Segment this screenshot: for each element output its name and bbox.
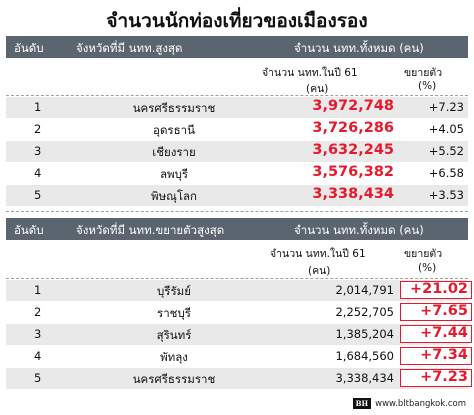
rank-cell: 1 [34, 283, 42, 297]
growth-cell: +21.02 [409, 281, 468, 297]
rank-cell: 5 [34, 188, 42, 202]
province-cell: พิษณุโลก [150, 189, 198, 203]
count-cell: 3,576,382 [312, 164, 394, 180]
divider [6, 95, 468, 96]
table-row: 5 พิษณุโลก 3,338,434 +3.53 [6, 185, 468, 206]
table-row: 1 บุรีรัมย์ 2,014,791 +21.02 [6, 280, 472, 301]
sub-count-label: จำนวน นทท.ในปี 61 [270, 248, 366, 260]
count-cell: 3,972,748 [312, 98, 394, 114]
province-cell: นครศรีธรรมราช [132, 101, 216, 115]
sub-count-label: จำนวน นทท.ในปี 61 [262, 67, 358, 79]
rank-cell: 4 [34, 349, 42, 363]
rank-cell: 1 [34, 100, 42, 114]
growth-highlight [400, 303, 472, 321]
province-cell: ราชบุรี [157, 306, 191, 320]
rank-cell: 4 [34, 166, 42, 180]
province-cell: นครศรีธรรมราช [132, 372, 216, 386]
rank-cell: 3 [34, 144, 42, 158]
rank-cell: 3 [34, 327, 42, 341]
header-province: จังหวัดที่มี นทท.สูงสุด [76, 41, 183, 55]
count-cell: 2,252,705 [335, 305, 394, 319]
header-rank: อันดับ [14, 223, 44, 237]
table-row: 3 สุรินทร์ 1,385,204 +7.44 [6, 324, 472, 345]
table-row: 2 ราชบุรี 2,252,705 +7.65 [6, 302, 472, 323]
sub-growth-unit: (%) [418, 262, 437, 274]
header-total: จำนวน นทท.ทั้งหมด (คน) [294, 223, 424, 237]
growth-cell: +3.53 [428, 188, 464, 202]
growth-highlight [400, 325, 472, 343]
growth-cell: +6.58 [428, 166, 464, 180]
province-cell: บุรีรัมย์ [157, 284, 191, 298]
count-cell: 2,014,791 [335, 283, 394, 297]
table2-header: อันดับ จังหวัดที่มี นทท.ขยายตัวสูงสุด จำ… [6, 218, 468, 240]
province-cell: พัทลุง [160, 350, 188, 364]
header-province: จังหวัดที่มี นทท.ขยายตัวสูงสุด [76, 223, 225, 237]
province-cell: สุรินทร์ [156, 328, 192, 342]
table-row: 3 เชียงราย 3,632,245 +5.52 [6, 141, 468, 162]
sub-count-unit: (คน) [306, 83, 329, 95]
count-cell: 3,632,245 [312, 142, 394, 158]
rank-cell: 2 [34, 122, 42, 136]
sub-count-unit: (คน) [308, 265, 331, 277]
growth-cell: +7.23 [420, 369, 468, 385]
table-row: 4 พัทลุง 1,684,560 +7.34 [6, 346, 472, 367]
growth-cell: +7.34 [420, 347, 468, 363]
province-cell: เชียงราย [152, 145, 196, 159]
rank-cell: 5 [34, 371, 42, 385]
table1-header: อันดับ จังหวัดที่มี นทท.สูงสุด จำนวน นทท… [6, 36, 468, 58]
table-row: 5 นครศรีธรรมราช 3,338,434 +7.23 [6, 368, 472, 389]
table-row: 1 นครศรีธรรมราช 3,972,748 +7.23 [6, 97, 468, 118]
growth-highlight [400, 281, 472, 299]
province-cell: ลพบุรี [159, 167, 189, 181]
province-cell: อุดรธานี [153, 123, 195, 137]
sub-growth-label: ขยายตัว [404, 67, 443, 79]
count-cell: 1,684,560 [335, 349, 394, 363]
growth-cell: +4.05 [428, 122, 464, 136]
sub-growth-label: ขยายตัว [404, 248, 443, 260]
divider [6, 278, 468, 279]
count-cell: 3,726,286 [312, 120, 394, 136]
growth-cell: +7.44 [420, 325, 468, 341]
header-total: จำนวน นทท.ทั้งหมด (คน) [294, 41, 424, 55]
site-link[interactable]: www.bltbangkok.com [375, 398, 466, 409]
rank-cell: 2 [34, 305, 42, 319]
count-cell: 1,385,204 [335, 327, 394, 341]
sub-growth-unit: (%) [418, 80, 437, 92]
table-row: 4 ลพบุรี 3,576,382 +6.58 [6, 163, 468, 184]
footer: BH www.bltbangkok.com [352, 398, 466, 409]
growth-highlight [400, 369, 472, 387]
table-row: 2 อุดรธานี 3,726,286 +4.05 [6, 119, 468, 140]
bh-logo: BH [352, 398, 372, 409]
growth-cell: +5.52 [428, 144, 464, 158]
page-title: จำนวนนักท่องเที่ยวของเมืองรอง [106, 10, 368, 32]
growth-cell: +7.23 [428, 100, 464, 114]
growth-cell: +7.65 [420, 303, 468, 319]
growth-highlight [400, 347, 472, 365]
count-cell: 3,338,434 [312, 186, 394, 202]
section-divider [6, 211, 468, 212]
count-cell: 3,338,434 [335, 371, 394, 385]
header-rank: อันดับ [14, 41, 44, 55]
